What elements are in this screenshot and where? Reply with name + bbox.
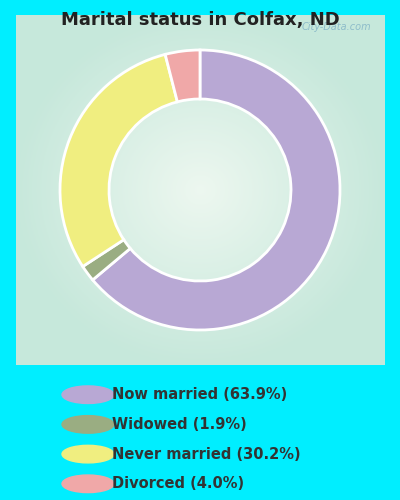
Text: Marital status in Colfax, ND: Marital status in Colfax, ND xyxy=(61,11,339,29)
Wedge shape xyxy=(165,50,200,102)
Circle shape xyxy=(62,416,114,433)
Wedge shape xyxy=(93,50,340,330)
Text: City-Data.com: City-Data.com xyxy=(302,22,372,32)
Text: Now married (63.9%): Now married (63.9%) xyxy=(112,387,287,402)
Text: Never married (30.2%): Never married (30.2%) xyxy=(112,446,301,462)
Circle shape xyxy=(62,446,114,463)
Wedge shape xyxy=(60,54,177,266)
Text: Divorced (4.0%): Divorced (4.0%) xyxy=(112,476,244,492)
Circle shape xyxy=(62,475,114,492)
Circle shape xyxy=(62,386,114,404)
Wedge shape xyxy=(83,240,130,280)
Text: Widowed (1.9%): Widowed (1.9%) xyxy=(112,417,247,432)
